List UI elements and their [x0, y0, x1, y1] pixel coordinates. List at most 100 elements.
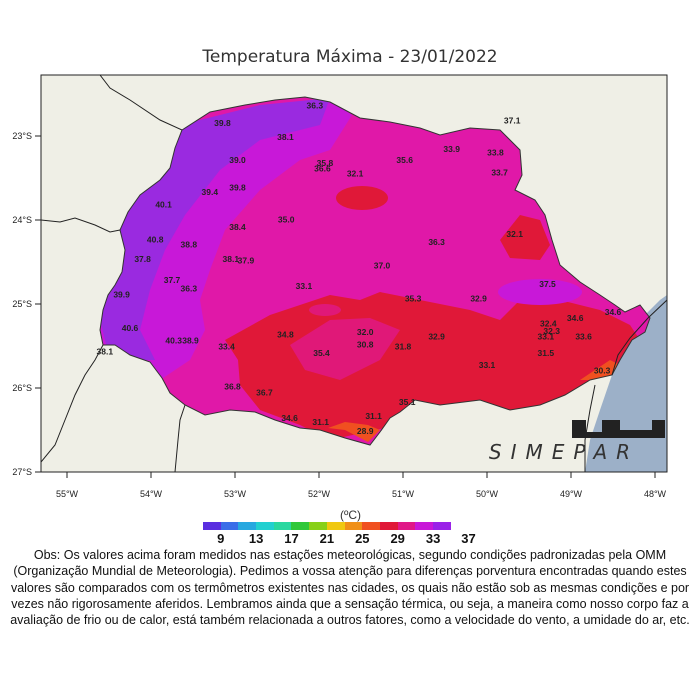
station-value: 34.8	[277, 330, 294, 340]
lon-label-51: 51°W	[392, 489, 415, 499]
station-value: 36.3	[428, 237, 445, 247]
station-value: 35.3	[405, 294, 422, 304]
station-value: 39.8	[229, 183, 246, 193]
station-value: 32.4	[540, 319, 557, 329]
colorbar-segment	[344, 522, 363, 530]
colorbar-segment	[203, 522, 221, 530]
station-value: 39.8	[214, 118, 231, 128]
map-title: Temperatura Máxima - 23/01/2022	[202, 47, 498, 67]
station-value: 39.4	[202, 187, 219, 197]
lon-label-53: 53°W	[224, 489, 247, 499]
map-frame	[40, 74, 668, 473]
station-value: 33.6	[575, 331, 592, 341]
colorbar-segment	[256, 522, 274, 530]
colorbar-unit: (ºC)	[340, 508, 362, 522]
colorbar-label: 9	[217, 531, 225, 546]
colorbar-segment	[432, 522, 451, 530]
lon-label-52: 52°W	[308, 489, 331, 499]
colorbar-segment	[238, 522, 257, 530]
station-value: 33.7	[491, 168, 508, 178]
colorbar-label: 25	[355, 531, 370, 546]
station-value: 32.1	[347, 168, 364, 178]
simepar-logo: SIMEPAR	[489, 420, 665, 464]
lon-label-49: 49°W	[560, 489, 583, 499]
station-value: 35.1	[399, 397, 416, 407]
lat-label-23: 23°S	[12, 131, 32, 141]
observation-note: Obs: Os valores acima foram medidos nas …	[10, 548, 690, 628]
station-value: 28.9	[357, 426, 374, 436]
simepar-logo-mark	[572, 420, 665, 438]
station-value: 33.4	[218, 341, 235, 351]
lon-label-50: 50°W	[476, 489, 499, 499]
colorbar-label: 17	[284, 531, 299, 546]
station-value: 38.1	[223, 254, 240, 264]
lon-label-48: 48°W	[644, 489, 667, 499]
state-border	[99, 96, 651, 446]
station-value: 38.1	[277, 132, 294, 142]
station-value: 40.6	[122, 323, 139, 333]
colorbar-segment	[273, 522, 292, 530]
station-value: 37.9	[238, 256, 255, 266]
colorbar-segment	[291, 522, 310, 530]
station-value: 31.1	[365, 411, 382, 421]
lat-label-24: 24°S	[12, 215, 32, 225]
station-value: 32.3	[543, 326, 560, 336]
colorbar	[203, 522, 451, 530]
station-value: 37.5	[539, 279, 556, 289]
lat-axis: 23°S 24°S 25°S 26°S 27°S	[12, 131, 41, 477]
station-value: 39.0	[229, 155, 246, 165]
colorbar-label: 21	[319, 531, 335, 546]
colorbar-segment	[362, 522, 380, 530]
temperature-field	[100, 97, 650, 445]
station-value: 40.8	[147, 235, 164, 245]
station-value: 38.9	[182, 336, 199, 346]
colorbar-segment	[326, 522, 345, 530]
station-value: 37.8	[134, 254, 151, 264]
station-value: 39.9	[113, 289, 130, 299]
station-value: 34.6	[567, 313, 584, 323]
station-value: 34.6	[281, 413, 298, 423]
colorbar-label: 29	[390, 531, 405, 546]
colorbar-label: 37	[461, 531, 476, 546]
station-value: 33.9	[443, 144, 460, 154]
station-value: 33.1	[296, 281, 313, 291]
station-value: 32.0	[357, 327, 374, 337]
station-value: 36.6	[314, 163, 331, 173]
temperature-map: 23°S 24°S 25°S 26°S 27°S 55°W 54°W 53°W …	[12, 74, 668, 499]
station-values: 39.8 38.1 39.0 35.836.6 32.1 35.6 33.9 33.8 33.7…	[97, 100, 622, 436]
station-value: 37.7	[164, 275, 181, 285]
station-value: 35.6	[396, 155, 413, 165]
station-value: 37.1	[504, 115, 521, 125]
station-value: 33.1	[479, 360, 496, 370]
station-value: 38.8	[181, 240, 198, 250]
station-value: 30.3	[594, 366, 611, 376]
station-value: 36.8	[224, 382, 241, 392]
station-value: 36.3	[307, 100, 324, 110]
station-value: 31.5	[538, 348, 555, 358]
simepar-logo-text: SIMEPAR	[489, 440, 639, 464]
lon-label-54: 54°W	[140, 489, 163, 499]
lon-label-55: 55°W	[56, 489, 79, 499]
station-value: 38.4	[229, 222, 246, 232]
station-value: 31.1	[312, 417, 329, 427]
station-value: 36.7	[256, 388, 273, 398]
station-value: 30.8	[357, 340, 374, 350]
neighbor-borders	[41, 75, 667, 472]
colorbar-segment	[397, 522, 416, 530]
station-value: 33.8	[487, 147, 504, 157]
station-value: 31.8	[395, 341, 412, 351]
colorbar-segment	[415, 522, 433, 530]
colorbar-segment	[379, 522, 398, 530]
station-value: 32.1	[506, 229, 523, 239]
station-value: 35.4	[313, 348, 330, 358]
lat-label-26: 26°S	[12, 383, 32, 393]
colorbar-labels: 9 13 17 21 25 29 33 37	[203, 531, 523, 547]
lat-label-25: 25°S	[12, 299, 32, 309]
colorbar-segment	[220, 522, 239, 530]
station-value: 36.3	[181, 283, 198, 293]
colorbar-label: 13	[248, 531, 264, 546]
station-value: 37.0	[374, 261, 391, 271]
station-value: 40.3	[165, 336, 182, 346]
lon-axis: 55°W 54°W 53°W 52°W 51°W 50°W 49°W 48°W	[56, 472, 667, 499]
station-value: 35.8	[317, 158, 334, 168]
